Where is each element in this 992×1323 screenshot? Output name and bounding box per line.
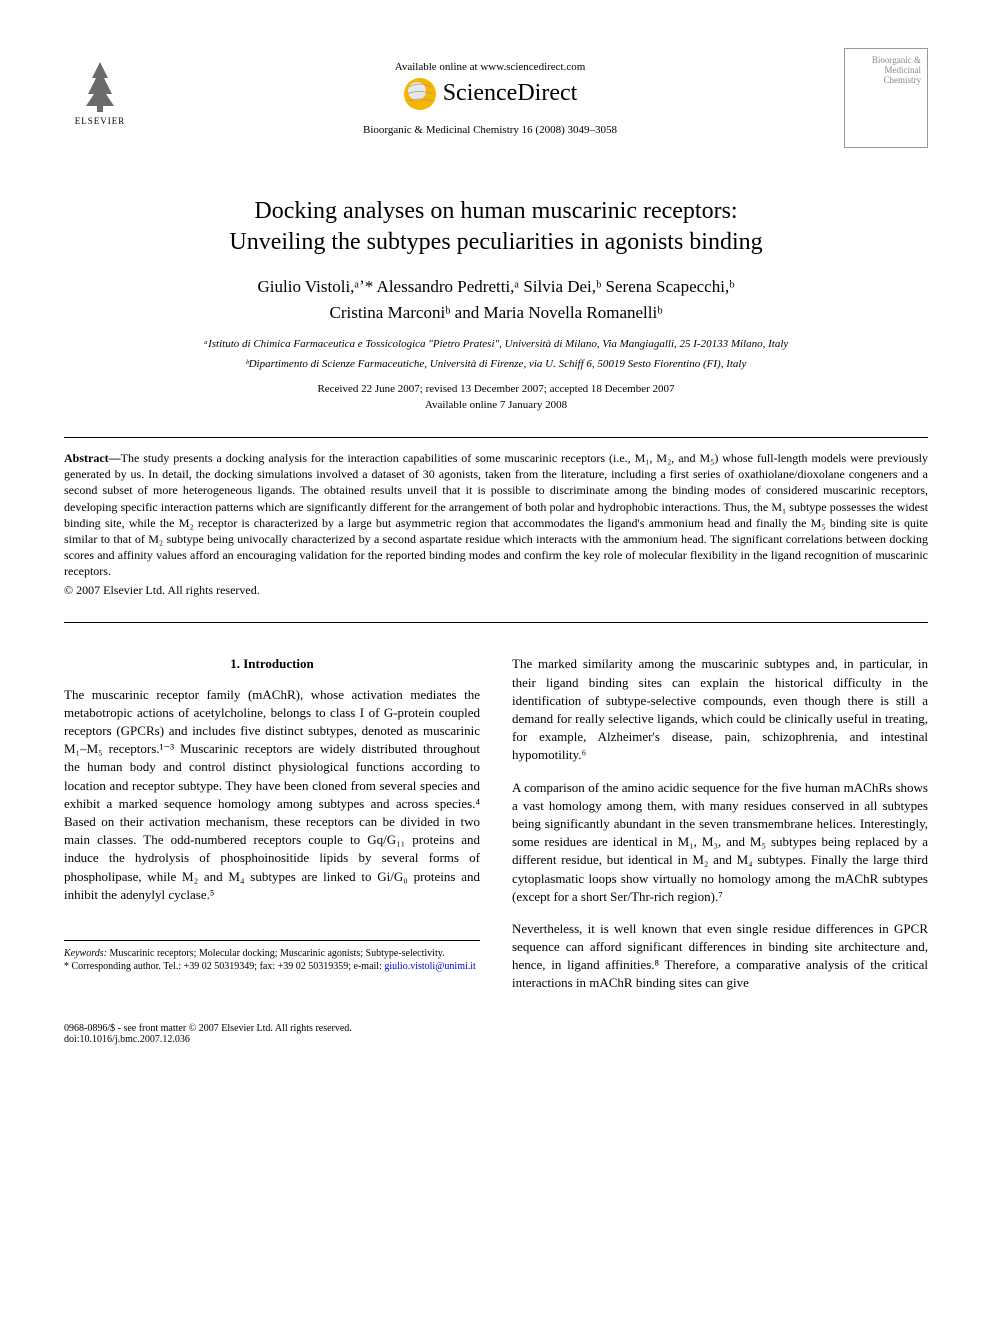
elsevier-tree-icon [72, 58, 128, 114]
paper-title: Docking analyses on human muscarinic rec… [64, 196, 928, 258]
front-matter-line: 0968-0896/$ - see front matter © 2007 El… [64, 1023, 352, 1034]
title-line: Docking analyses on human muscarinic rec… [254, 198, 737, 224]
keywords-line: Keywords: Muscarinic receptors; Molecula… [64, 947, 480, 961]
header-row: ELSEVIER Available online at www.science… [64, 48, 928, 148]
author-list: Giulio Vistoli,ᵃʼ* Alessandro Pedretti,ᵃ… [64, 274, 928, 325]
footer-left: 0968-0896/$ - see front matter © 2007 El… [64, 1023, 352, 1045]
header-center: Available online at www.sciencedirect.co… [136, 61, 844, 136]
sciencedirect-text: ScienceDirect [443, 80, 578, 107]
journal-box-line: Bioorganic & [872, 55, 921, 65]
authors-line: Cristina Marconiᵇ and Maria Novella Roma… [330, 303, 663, 322]
online-date: Available online 7 January 2008 [425, 399, 567, 411]
elsevier-label: ELSEVIER [75, 116, 126, 126]
left-column: 1. Introduction The muscarinic receptor … [64, 655, 480, 1006]
journal-cover-box: Bioorganic & Medicinal Chemistry [844, 48, 928, 148]
abstract-bottom-rule [64, 622, 928, 623]
journal-citation: Bioorganic & Medicinal Chemistry 16 (200… [136, 124, 844, 136]
elsevier-logo: ELSEVIER [64, 58, 136, 138]
keywords-label: Keywords: [64, 948, 107, 959]
abstract-label: Abstract— [64, 451, 121, 465]
body-paragraph: The marked similarity among the muscarin… [512, 655, 928, 764]
journal-box-line: Chemistry [884, 75, 922, 85]
footnotes-block: Keywords: Muscarinic receptors; Molecula… [64, 940, 480, 974]
abstract-top-rule [64, 437, 928, 438]
article-dates: Received 22 June 2007; revised 13 Decemb… [64, 382, 928, 413]
sciencedirect-logo: ScienceDirect [403, 77, 578, 111]
authors-line: Giulio Vistoli,ᵃʼ* Alessandro Pedretti,ᵃ… [258, 277, 735, 296]
page-footer: 0968-0896/$ - see front matter © 2007 El… [64, 1023, 928, 1045]
sciencedirect-ball-icon [403, 77, 437, 111]
abstract-block: Abstract—The study presents a docking an… [64, 450, 928, 580]
right-column: The marked similarity among the muscarin… [512, 655, 928, 1006]
abstract-copyright: © 2007 Elsevier Ltd. All rights reserved… [64, 583, 928, 598]
title-block: Docking analyses on human muscarinic rec… [64, 196, 928, 413]
body-paragraph: A comparison of the amino acidic sequenc… [512, 779, 928, 906]
title-line: Unveiling the subtypes peculiarities in … [229, 229, 762, 255]
affiliation-b: ᵇDipartimento di Scienze Farmaceutiche, … [64, 357, 928, 372]
received-date: Received 22 June 2007; revised 13 Decemb… [317, 383, 674, 395]
corresponding-text: * Corresponding author. Tel.: +39 02 503… [64, 961, 384, 972]
doi-line: doi:10.1016/j.bmc.2007.12.036 [64, 1034, 352, 1045]
body-paragraph: The muscarinic receptor family (mAChR), … [64, 686, 480, 904]
abstract-text: The study presents a docking analysis fo… [64, 451, 928, 578]
keywords-text: Muscarinic receptors; Molecular docking;… [107, 948, 445, 959]
author-email-link[interactable]: giulio.vistoli@unimi.it [384, 961, 475, 972]
corresponding-author: * Corresponding author. Tel.: +39 02 503… [64, 960, 480, 974]
available-online-text: Available online at www.sciencedirect.co… [136, 61, 844, 73]
body-paragraph: Nevertheless, it is well known that even… [512, 920, 928, 993]
journal-box-line: Medicinal [885, 65, 922, 75]
section-heading-intro: 1. Introduction [64, 655, 480, 673]
affiliation-a: ᵃIstituto di Chimica Farmaceutica e Toss… [64, 337, 928, 352]
body-columns: 1. Introduction The muscarinic receptor … [64, 655, 928, 1006]
